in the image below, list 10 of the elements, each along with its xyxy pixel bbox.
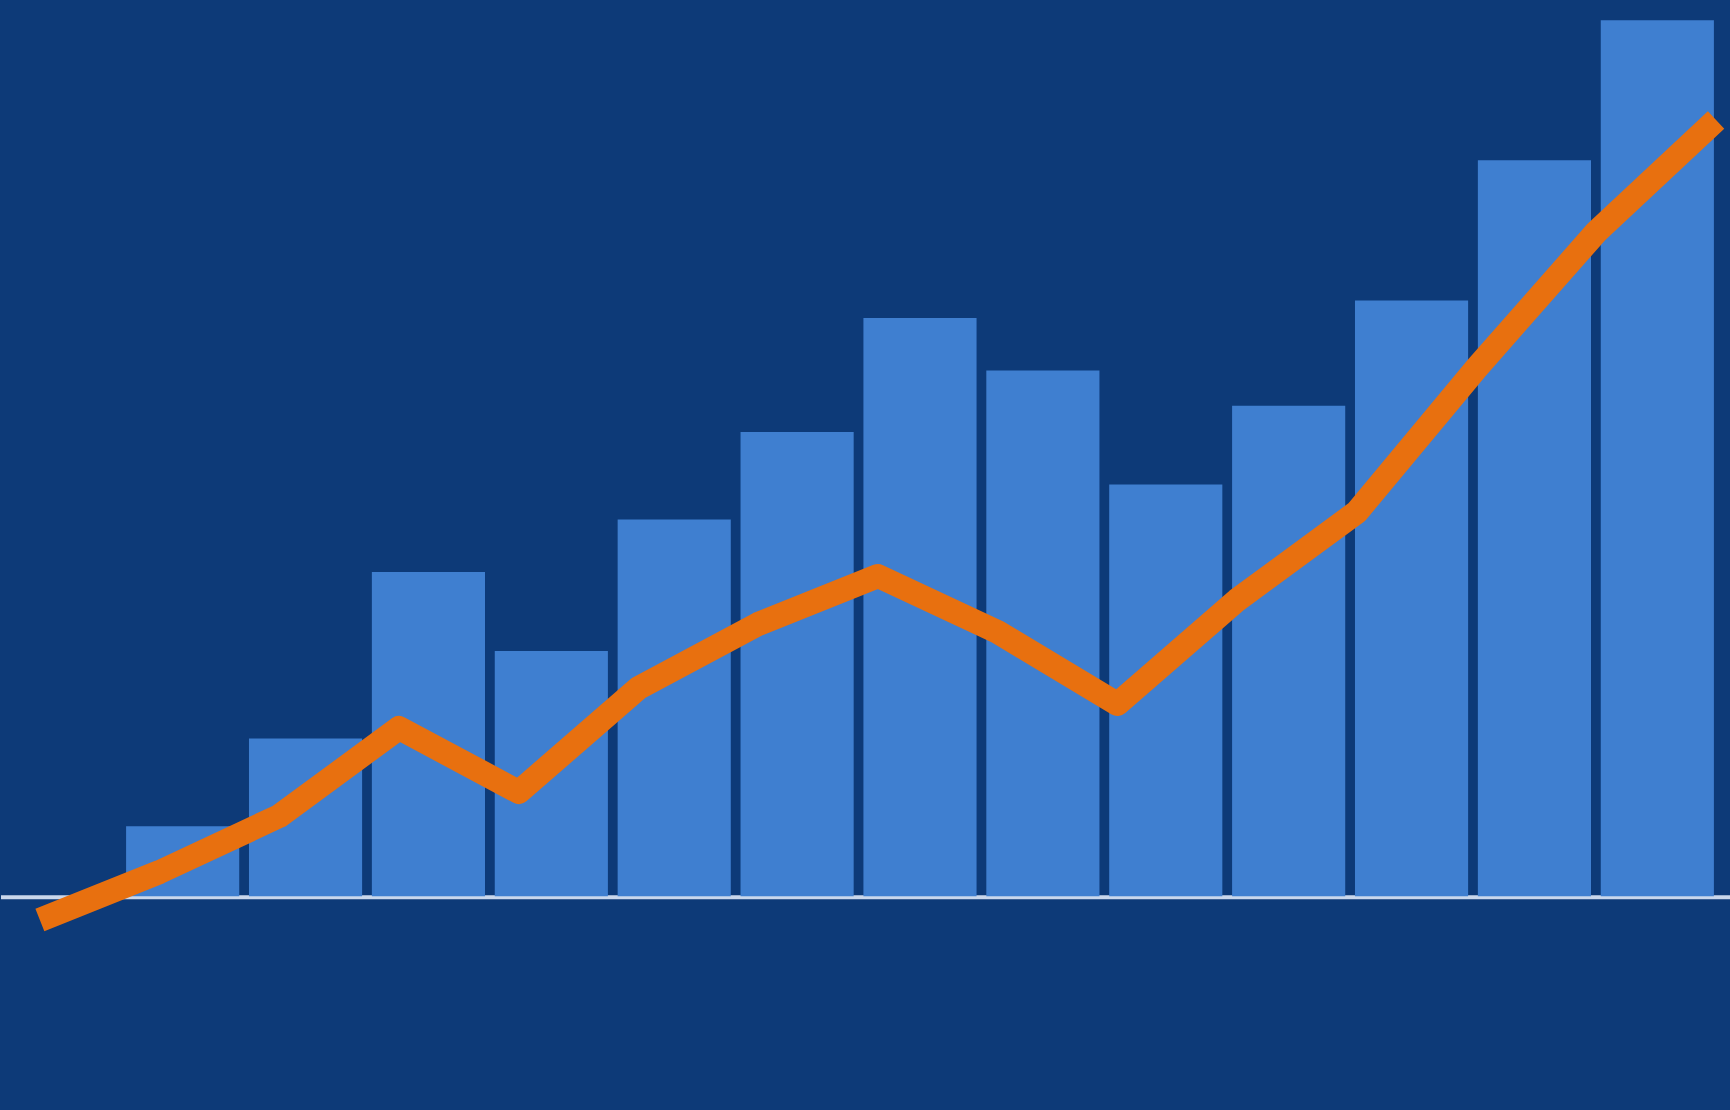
bar [740, 431, 854, 897]
bar [1232, 405, 1346, 897]
bar [1477, 160, 1592, 897]
bar [617, 519, 731, 897]
bar [1109, 484, 1223, 897]
bar [1600, 20, 1714, 897]
bar [863, 318, 977, 897]
bar [1354, 300, 1469, 897]
bar [986, 370, 1100, 897]
bar [371, 572, 486, 897]
